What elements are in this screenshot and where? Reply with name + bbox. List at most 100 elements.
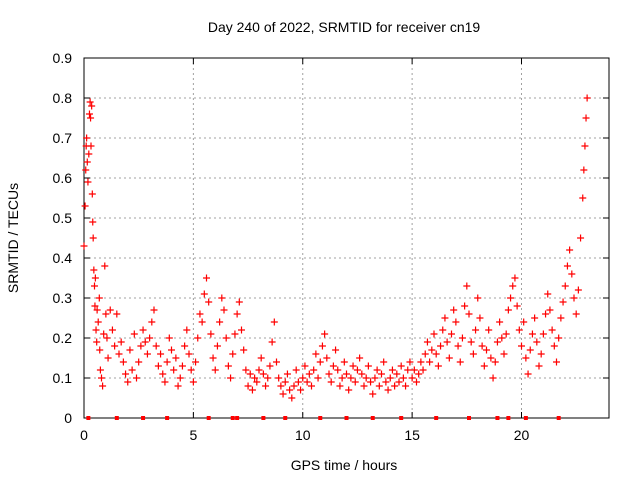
data-point xyxy=(522,354,530,362)
data-point xyxy=(301,362,309,370)
data-point xyxy=(402,382,410,390)
x-tick-label: 20 xyxy=(514,427,530,443)
data-point xyxy=(211,366,219,374)
data-point xyxy=(81,202,89,210)
y-tick-labels: 0 0.1 0.2 0.3 0.4 0.5 0.6 0.7 0.8 0.9 xyxy=(53,50,73,426)
data-point xyxy=(487,354,495,362)
data-point xyxy=(528,330,536,338)
data-point xyxy=(458,334,466,342)
data-point xyxy=(181,342,189,350)
data-point xyxy=(93,338,101,346)
data-point xyxy=(266,362,274,370)
data-point xyxy=(103,334,111,342)
data-point xyxy=(465,310,473,318)
data-point xyxy=(185,350,193,358)
data-point xyxy=(456,358,464,366)
data-point xyxy=(511,274,519,282)
data-point xyxy=(426,358,434,366)
data-point xyxy=(478,342,486,350)
y-tick-label: 0 xyxy=(64,410,72,426)
data-point xyxy=(159,370,167,378)
data-point xyxy=(227,374,235,382)
data-point xyxy=(574,286,582,294)
data-point xyxy=(150,306,158,314)
x-tick-label: 10 xyxy=(295,427,311,443)
data-point xyxy=(316,358,324,366)
data-point xyxy=(161,378,169,386)
data-point xyxy=(358,370,366,378)
data-point-zero xyxy=(523,416,528,420)
data-point xyxy=(509,282,517,290)
data-point xyxy=(259,370,267,378)
data-point-zero xyxy=(344,416,349,420)
data-point xyxy=(207,330,215,338)
data-point xyxy=(347,374,355,382)
data-point xyxy=(89,218,97,226)
data-point xyxy=(314,374,322,382)
data-point xyxy=(373,366,381,374)
data-point xyxy=(570,294,578,302)
data-point xyxy=(279,390,287,398)
data-point xyxy=(248,386,256,394)
data-point xyxy=(353,366,361,374)
data-point xyxy=(491,358,499,366)
data-point xyxy=(404,366,412,374)
data-point xyxy=(286,386,294,394)
data-point xyxy=(382,378,390,386)
y-tick-label: 0.3 xyxy=(53,290,73,306)
data-point xyxy=(133,374,140,382)
data-point xyxy=(520,318,528,326)
data-point xyxy=(277,382,285,390)
data-point xyxy=(189,378,197,386)
data-point xyxy=(566,246,574,254)
y-tick-label: 0.8 xyxy=(53,90,73,106)
data-point xyxy=(130,330,138,338)
plot-area-frame xyxy=(83,57,610,419)
data-point xyxy=(582,114,590,122)
data-point xyxy=(299,374,307,382)
data-point-zero xyxy=(235,416,240,420)
data-point xyxy=(406,358,414,366)
data-point xyxy=(168,346,175,354)
data-point xyxy=(356,354,364,362)
data-point xyxy=(270,318,278,326)
data-point xyxy=(360,382,368,390)
data-point xyxy=(126,346,134,354)
data-point-zero xyxy=(283,416,288,420)
data-point xyxy=(469,350,477,358)
data-point-zero xyxy=(165,416,170,420)
data-point xyxy=(485,326,493,334)
data-point xyxy=(111,342,119,350)
data-point xyxy=(119,358,127,366)
data-point xyxy=(340,358,348,366)
data-point xyxy=(500,350,508,358)
data-point xyxy=(90,266,98,274)
data-point xyxy=(233,310,241,318)
data-point xyxy=(461,302,469,310)
data-point xyxy=(544,290,552,298)
data-point xyxy=(218,294,226,302)
data-point xyxy=(91,282,98,290)
data-point xyxy=(231,330,239,338)
data-point xyxy=(410,366,418,374)
data-point xyxy=(463,282,471,290)
axis-ticks xyxy=(83,57,609,419)
data-point xyxy=(430,330,438,338)
y-tick-label: 0.1 xyxy=(53,370,73,386)
data-point xyxy=(102,310,110,318)
data-point xyxy=(240,346,248,354)
data-point xyxy=(91,302,99,310)
data-point xyxy=(224,362,232,370)
data-point xyxy=(480,362,488,370)
data-point xyxy=(305,370,313,378)
data-point xyxy=(515,326,523,334)
data-point xyxy=(539,330,547,338)
data-point xyxy=(88,190,96,198)
data-point xyxy=(483,346,490,354)
data-point xyxy=(580,166,588,174)
data-point xyxy=(375,382,383,390)
data-point xyxy=(294,378,302,386)
data-point xyxy=(108,326,116,334)
data-point xyxy=(561,282,569,290)
data-point-zero xyxy=(114,416,119,420)
